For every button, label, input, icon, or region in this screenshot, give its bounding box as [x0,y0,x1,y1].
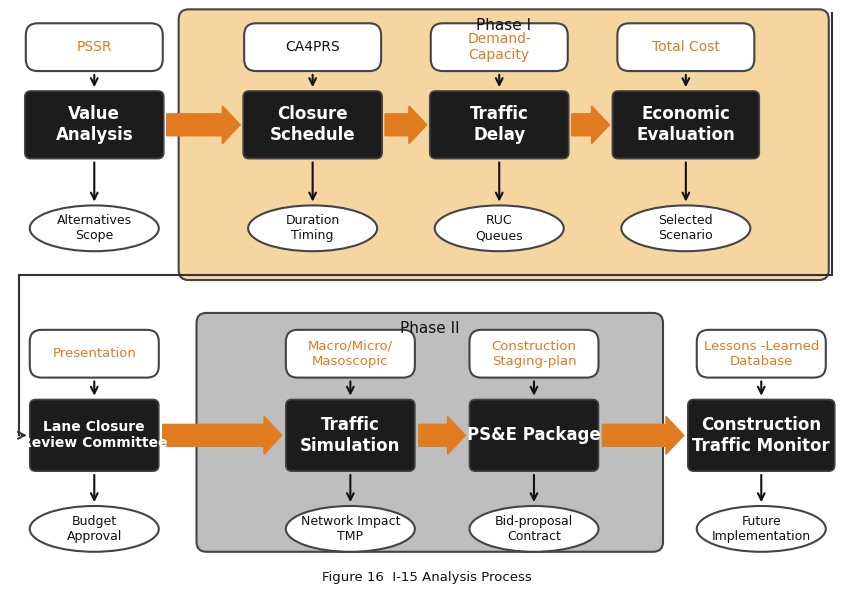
Ellipse shape [286,506,415,552]
Polygon shape [167,106,240,144]
Text: Budget
Approval: Budget Approval [66,515,122,543]
Polygon shape [419,416,465,454]
FancyBboxPatch shape [30,330,159,378]
Text: Phase I: Phase I [477,18,531,33]
FancyBboxPatch shape [25,91,163,158]
Ellipse shape [697,506,825,552]
Text: Demand-
Capacity: Demand- Capacity [467,32,531,62]
Text: Presentation: Presentation [53,348,136,360]
Text: CA4PRS: CA4PRS [285,40,340,54]
Polygon shape [572,106,609,144]
Text: Construction
Staging-plan: Construction Staging-plan [492,340,576,368]
FancyBboxPatch shape [613,91,759,158]
Text: Bid-proposal
Contract: Bid-proposal Contract [494,515,573,543]
Text: RUC
Queues: RUC Queues [476,214,523,242]
Text: Total Cost: Total Cost [652,40,720,54]
Text: Duration
Timing: Duration Timing [286,214,340,242]
FancyBboxPatch shape [179,9,829,280]
FancyBboxPatch shape [430,91,568,158]
Text: Closure
Schedule: Closure Schedule [270,105,356,144]
Text: Macro/Micro/
Masoscopic: Macro/Micro/ Masoscopic [308,340,393,368]
Text: Value
Analysis: Value Analysis [55,105,133,144]
Text: PSSR: PSSR [77,40,112,54]
Text: Construction
Traffic Monitor: Construction Traffic Monitor [693,416,830,455]
FancyBboxPatch shape [244,24,381,71]
Text: Figure 16  I-15 Analysis Process: Figure 16 I-15 Analysis Process [323,571,532,584]
FancyBboxPatch shape [197,313,663,552]
Text: Lane Closure
Review Committee: Lane Closure Review Committee [21,420,168,451]
FancyBboxPatch shape [617,24,754,71]
Ellipse shape [435,206,563,251]
Text: Future
Implementation: Future Implementation [711,515,811,543]
FancyBboxPatch shape [286,399,415,471]
Ellipse shape [621,206,751,251]
FancyBboxPatch shape [470,330,598,378]
Text: Traffic
Simulation: Traffic Simulation [300,416,401,455]
FancyBboxPatch shape [697,330,825,378]
Ellipse shape [30,206,159,251]
Text: PS&E Package: PS&E Package [467,426,601,444]
Polygon shape [163,416,282,454]
Polygon shape [603,416,684,454]
FancyBboxPatch shape [688,399,835,471]
FancyBboxPatch shape [470,399,598,471]
Text: Selected
Scenario: Selected Scenario [659,214,713,242]
FancyBboxPatch shape [431,24,568,71]
Ellipse shape [30,506,159,552]
Text: Network Impact
TMP: Network Impact TMP [300,515,400,543]
FancyBboxPatch shape [26,24,163,71]
FancyBboxPatch shape [286,330,415,378]
Ellipse shape [248,206,377,251]
Ellipse shape [470,506,598,552]
Text: Phase II: Phase II [400,322,460,336]
Text: Alternatives
Scope: Alternatives Scope [57,214,132,242]
Polygon shape [386,106,427,144]
FancyBboxPatch shape [30,399,159,471]
FancyBboxPatch shape [243,91,382,158]
Text: Traffic
Delay: Traffic Delay [470,105,528,144]
Text: Economic
Evaluation: Economic Evaluation [637,105,735,144]
Text: Lessons -Learned
Database: Lessons -Learned Database [704,340,819,368]
